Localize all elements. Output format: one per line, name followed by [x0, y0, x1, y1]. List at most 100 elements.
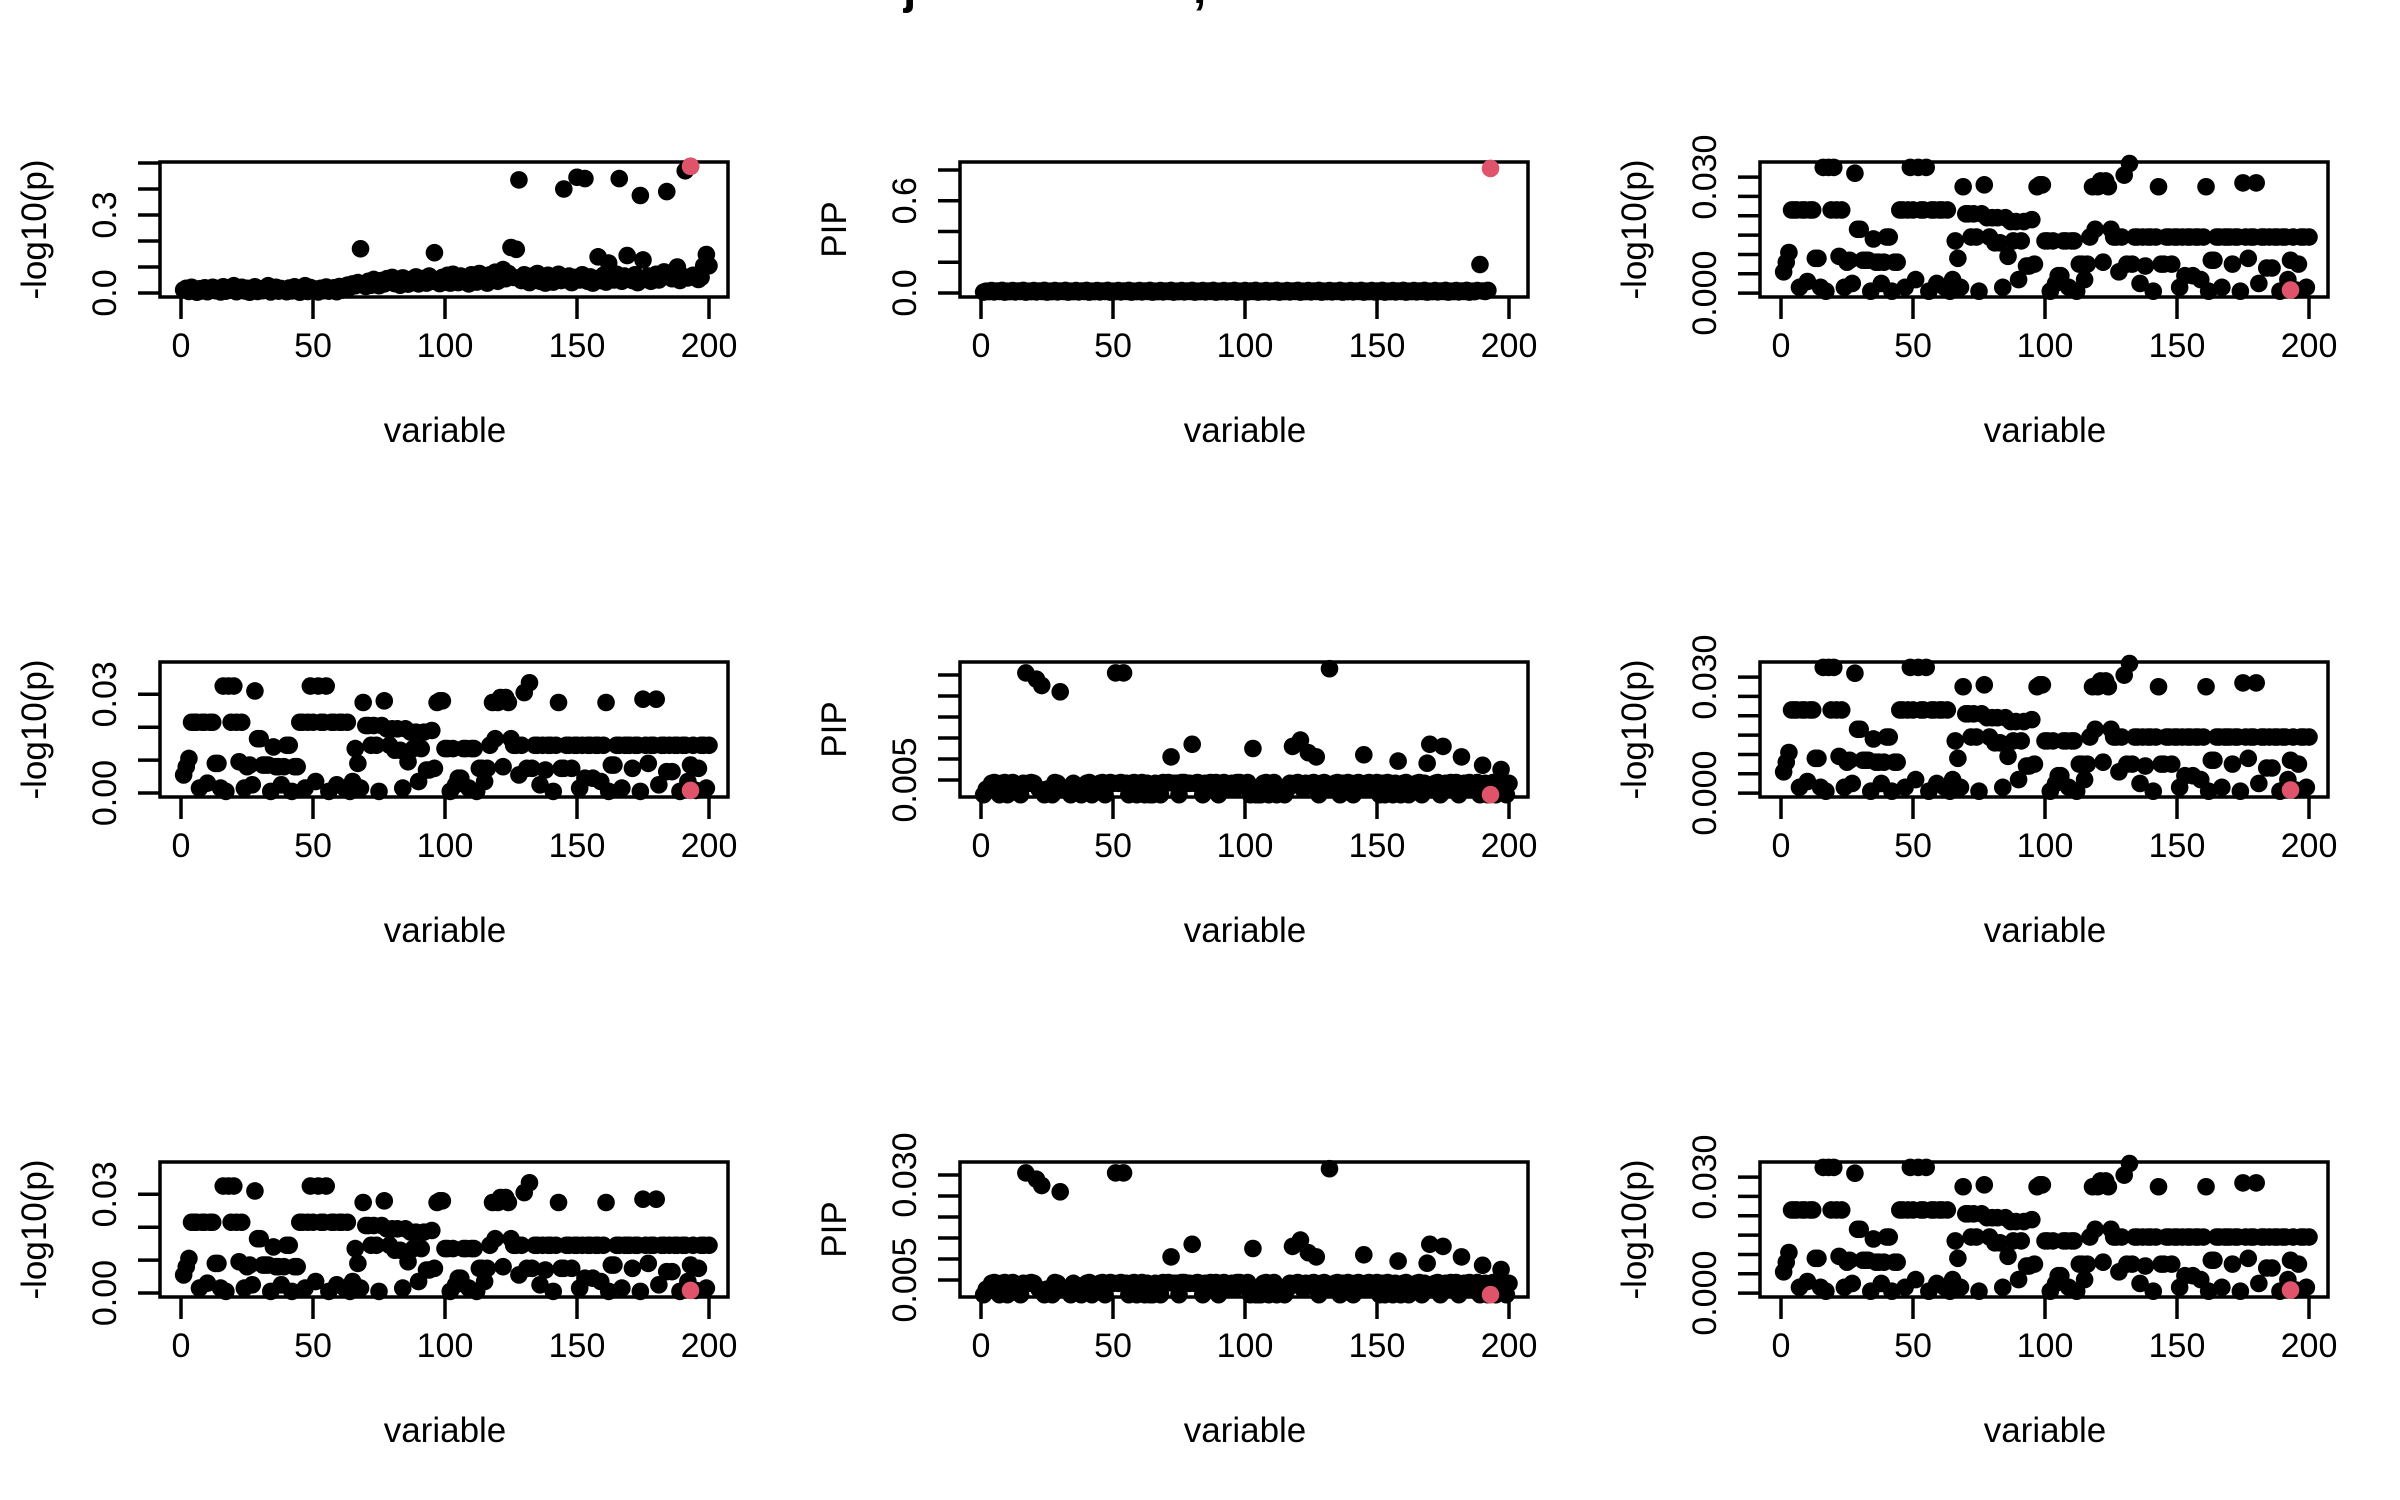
- x-tick-label: 50: [1894, 327, 1932, 365]
- x-tick-label: 0: [172, 327, 191, 365]
- y-tick-label: 0.030: [886, 1132, 924, 1217]
- y-axis-title: -log10(p): [1615, 159, 1654, 299]
- y-axis-title: PIP: [815, 1201, 854, 1257]
- x-tick-label: 150: [2149, 327, 2206, 365]
- x-axis-title: variable: [1984, 1411, 2107, 1450]
- highlighted-point: [1481, 785, 1500, 804]
- x-tick-label: 100: [417, 827, 474, 865]
- panel-r2c2: 0.005 PIP 0 50 100 150 200 variable: [800, 500, 1600, 1000]
- y-axis-title: -log10(p): [15, 1159, 54, 1299]
- panel-r3c2: 0.030 0.005 PIP 0 50 100 150 200 variable: [800, 1000, 1600, 1500]
- x-tick-label: 0: [172, 827, 191, 865]
- y-tick-label: 0.030: [1686, 635, 1724, 720]
- data-points-group: [1774, 654, 2318, 800]
- x-tick-label: 50: [1094, 1327, 1132, 1365]
- y-tick-label: 0.00: [86, 760, 124, 826]
- y-tick-label: 0.00: [86, 1260, 124, 1326]
- y-tick-label: 0.6: [886, 177, 924, 224]
- figure-title-fragment-comma: ,: [1193, 0, 1211, 22]
- x-tick-label: 50: [1894, 827, 1932, 865]
- title-fragment-text: ,: [1193, 0, 1211, 12]
- highlighted-point: [681, 781, 700, 800]
- x-axis-title: variable: [1984, 911, 2107, 950]
- x-tick-label: 100: [2017, 827, 2074, 865]
- panel-r1c2: 0.0 0.6 PIP 0 50 100 150 200 variable: [800, 0, 1600, 500]
- x-tick-label: 0: [1772, 827, 1791, 865]
- y-tick-label: 0.03: [86, 661, 124, 727]
- x-tick-label: 0: [172, 1327, 191, 1365]
- x-tick-label: 100: [1217, 827, 1274, 865]
- scatter-plot-r3c2: 0.030 0.005 PIP 0 50 100 150 200 variable: [815, 1132, 1538, 1450]
- panel-r3c3: 0.000 0.030 -log10(p) 0 50 100 150 200 variable: [1600, 1000, 2400, 1500]
- y-tick-label: 0.000: [1686, 751, 1724, 836]
- data-points-group: [1774, 1154, 2318, 1300]
- x-tick-label: 100: [1217, 327, 1274, 365]
- x-tick-label: 200: [2281, 1327, 2338, 1365]
- x-tick-label: 0: [972, 1327, 991, 1365]
- x-tick-label: 200: [2281, 327, 2338, 365]
- y-axis-title: -log10(p): [15, 159, 54, 299]
- scatter-plot-r3c3: 0.000 0.030 -log10(p) 0 50 100 150 200 variable: [1615, 1135, 2338, 1450]
- x-tick-label: 100: [2017, 327, 2074, 365]
- x-tick-label: 100: [1217, 1327, 1274, 1365]
- y-tick-label: 0.0: [886, 269, 924, 316]
- highlighted-point: [2281, 281, 2300, 299]
- x-tick-label: 200: [681, 327, 738, 365]
- x-tick-label: 100: [2017, 1327, 2074, 1365]
- panel-r2c3: 0.000 0.030 -log10(p) 0 50 100 150 200 variable: [1600, 500, 2400, 1000]
- scatter-plot-r3c1: 0.00 0.03 -log10(p) 0 50 100 150 200 variable: [15, 1159, 738, 1450]
- data-points-group: [174, 1173, 718, 1301]
- x-tick-label: 150: [2149, 1327, 2206, 1365]
- x-axis-title: variable: [1184, 911, 1307, 950]
- x-tick-label: 200: [1481, 1327, 1538, 1365]
- panel-r1c3: 0.000 0.030 -log10(p) 0 50 100 150 200 variable: [1600, 0, 2400, 500]
- panel-r1c1: 0.0 0.3 -log10(p) 0 50 100 150 200 variable: [0, 0, 800, 500]
- highlighted-point: [2281, 781, 2300, 799]
- data-points-group: [174, 157, 718, 302]
- x-axis-title: variable: [1184, 411, 1307, 450]
- y-tick-label: 0.3: [86, 191, 124, 238]
- plot-box: [958, 160, 1530, 299]
- x-tick-label: 150: [1349, 327, 1406, 365]
- y-tick-label: 0.030: [1686, 135, 1724, 220]
- highlighted-point: [681, 157, 700, 176]
- y-axis-title: -log10(p): [15, 659, 54, 799]
- scatter-plot-r1c3: 0.000 0.030 -log10(p) 0 50 100 150 200 variable: [1615, 135, 2338, 450]
- y-tick-label: 0.005: [886, 1237, 924, 1322]
- data-points-group: [974, 1159, 1518, 1304]
- highlighted-point: [681, 1281, 700, 1300]
- y-tick-label: 0.000: [1686, 251, 1724, 336]
- x-tick-label: 200: [2281, 827, 2338, 865]
- x-tick-label: 150: [1349, 827, 1406, 865]
- y-axis-title: PIP: [815, 701, 854, 757]
- scatter-plot-r2c2: 0.005 PIP 0 50 100 150 200 variable: [815, 659, 1537, 950]
- x-tick-label: 50: [294, 327, 332, 365]
- y-tick-label: 0.005: [886, 737, 924, 822]
- x-tick-label: 150: [549, 327, 606, 365]
- x-tick-label: 0: [1772, 1327, 1791, 1365]
- x-tick-label: 150: [2149, 827, 2206, 865]
- title-fragment-text: j: [903, 0, 929, 12]
- x-axis-title: variable: [384, 911, 507, 950]
- x-tick-label: 150: [1349, 1327, 1406, 1365]
- x-tick-label: 150: [549, 1327, 606, 1365]
- data-points-group: [1774, 154, 2318, 300]
- x-axis-title: variable: [1984, 411, 2107, 450]
- y-axis-title: -log10(p): [1615, 1159, 1654, 1299]
- x-tick-label: 50: [294, 1327, 332, 1365]
- x-tick-label: 50: [294, 827, 332, 865]
- y-tick-label: 0.000: [1686, 1251, 1724, 1336]
- y-tick-label: 0.03: [86, 1161, 124, 1227]
- x-tick-label: 50: [1894, 1327, 1932, 1365]
- x-axis-title: variable: [1184, 1411, 1307, 1450]
- data-points-group: [174, 673, 718, 801]
- y-tick-label: 0.0: [86, 269, 124, 316]
- figure-title-fragment-j: j: [903, 0, 929, 22]
- x-tick-label: 0: [972, 327, 991, 365]
- data-points-group: [974, 659, 1518, 804]
- highlighted-point: [1481, 1285, 1500, 1304]
- x-tick-label: 200: [681, 1327, 738, 1365]
- highlighted-point: [2281, 1281, 2300, 1299]
